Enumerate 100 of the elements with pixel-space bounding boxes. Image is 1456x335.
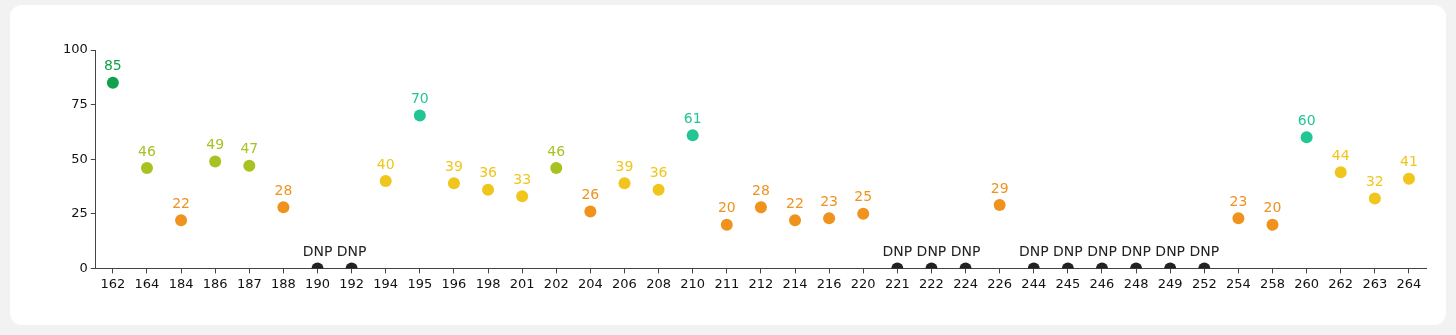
data-label: DNP [336,243,367,260]
data-label: 20 [1263,199,1282,216]
x-tick-label: 258 [1260,275,1285,291]
x-tick-label: 254 [1226,275,1251,291]
x-tick-label: 221 [884,275,910,291]
data-label: 40 [376,155,395,172]
x-tick-label: 252 [1191,275,1217,291]
data-label: 41 [1400,153,1418,170]
x-tick-label: 246 [1089,275,1115,291]
data-label: 25 [854,188,873,205]
x-tick-label: 263 [1362,275,1388,291]
point [379,175,392,188]
data-label: 23 [820,192,839,209]
point [175,214,188,227]
point [1300,131,1313,144]
data-label: 85 [103,57,122,74]
x-tick-label: 260 [1294,275,1320,291]
x-tick-label: 212 [748,275,774,291]
x-tick-label: 214 [782,275,808,291]
point [516,190,529,203]
point [993,199,1006,212]
point [686,129,699,142]
point [857,207,870,220]
data-label: 23 [1229,192,1248,209]
y-tick-label: 50 [71,150,88,166]
data-label: 29 [990,179,1009,196]
x-tick-label: 226 [987,275,1013,291]
x-tick-label: 198 [475,275,501,291]
data-label: 33 [513,170,532,187]
x-tick-label: 164 [134,275,160,291]
x-tick-label: 224 [953,275,978,291]
point [1402,172,1415,185]
data-label: 60 [1297,112,1316,128]
x-tick-label: 248 [1123,275,1149,291]
data-label: DNP [1189,243,1220,260]
data-label: 28 [274,181,293,198]
data-label: DNP [916,243,947,260]
point [482,183,495,196]
x-tick-label: 188 [270,275,296,291]
data-label: DNP [1121,243,1151,260]
data-label: 36 [649,164,668,181]
point [618,177,631,190]
point [550,161,563,174]
data-label: 22 [172,194,190,211]
x-tick-label: 216 [816,275,842,291]
data-label: 36 [479,164,498,181]
x-tick-label: 195 [407,275,433,291]
data-label: DNP [950,243,981,260]
point [789,214,802,227]
point [447,177,460,190]
point [1232,212,1245,225]
point [277,201,290,214]
point [584,205,597,218]
x-tick-label: 190 [305,275,330,291]
data-label: DNP [302,243,333,260]
data-label: 32 [1365,173,1384,190]
x-tick-label: 206 [612,275,637,291]
x-tick-label: 196 [441,275,467,291]
data-label: DNP [1155,243,1186,260]
data-label: 44 [1331,146,1350,163]
x-tick-label: 192 [339,275,365,291]
x-tick-label: 220 [850,275,876,291]
x-tick-label: 202 [543,275,569,291]
y-tick-label: 100 [62,41,88,57]
x-tick-label: 249 [1157,275,1183,291]
data-label: DNP [1053,243,1083,260]
point [140,161,153,174]
data-label: 20 [717,199,736,216]
point [720,218,733,231]
data-label: 26 [581,186,600,203]
x-tick-label: 211 [714,275,740,291]
x-tick-label: 222 [919,275,944,291]
point [209,155,222,168]
x-tick-label: 186 [202,275,228,291]
data-label: 61 [683,109,702,126]
y-tick-label: 0 [79,259,88,275]
point [1266,218,1279,231]
point [1368,192,1381,205]
point [754,201,767,214]
x-tick-label: 187 [236,275,262,291]
data-label: 49 [206,136,225,153]
x-tick-label: 262 [1328,275,1354,291]
y-tick-label: 25 [71,205,88,221]
data-label: 47 [240,140,259,157]
point [1334,166,1347,179]
data-label: DNP [1018,243,1049,260]
x-tick-label: 208 [646,275,671,291]
data-label: 39 [445,157,463,174]
x-tick-label: 244 [1021,275,1047,291]
y-tick-label: 75 [71,95,88,111]
data-label: 22 [786,194,804,211]
data-label: 28 [751,181,770,198]
data-label: 46 [138,142,156,159]
data-label: DNP [882,243,913,260]
data-label: 39 [615,157,634,174]
x-tick-label: 210 [680,275,706,291]
x-tick-label: 201 [509,275,535,291]
point [652,183,665,196]
x-tick-label: 162 [100,275,126,291]
point [823,212,836,225]
